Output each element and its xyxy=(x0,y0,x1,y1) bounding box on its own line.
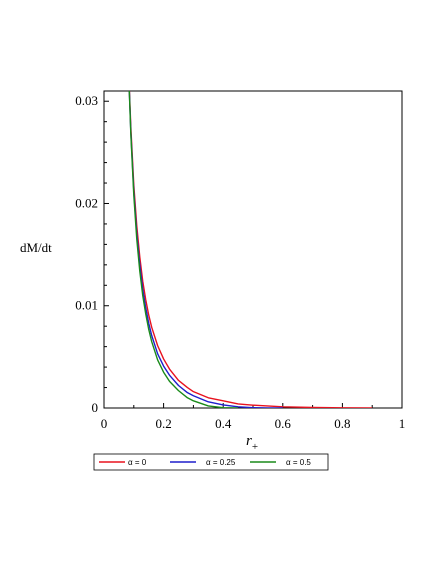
series-line-1 xyxy=(128,91,283,408)
plot-frame xyxy=(103,90,403,409)
y-tick-label: 0.01 xyxy=(75,298,98,313)
legend-label-2: α = 0.5 xyxy=(286,458,311,467)
y-axis-title: dM/dt xyxy=(20,240,52,255)
legend-label-1: α = 0.25 xyxy=(206,458,236,467)
x-tick-label: 0 xyxy=(101,416,108,431)
y-axis-ticks: 0 0.01 0.02 0.03 xyxy=(75,93,109,415)
series-line-2 xyxy=(128,91,239,408)
x-tick-label: 0.6 xyxy=(275,416,292,431)
y-tick-label: 0 xyxy=(92,400,99,415)
legend-label-0: α = 0 xyxy=(128,458,147,467)
series-line-0 xyxy=(128,91,373,408)
series-lines xyxy=(128,91,373,408)
x-tick-label: 0.8 xyxy=(334,416,350,431)
legend: α = 0 α = 0.25 α = 0.5 xyxy=(93,453,329,471)
legend-box xyxy=(93,453,329,471)
y-tick-label: 0.02 xyxy=(75,195,98,210)
x-tick-label: 0.2 xyxy=(155,416,171,431)
x-tick-label: 0.4 xyxy=(215,416,232,431)
x-tick-label: 1 xyxy=(399,416,406,431)
x-axis-title: r+ xyxy=(246,433,258,453)
y-tick-label: 0.03 xyxy=(75,93,98,108)
